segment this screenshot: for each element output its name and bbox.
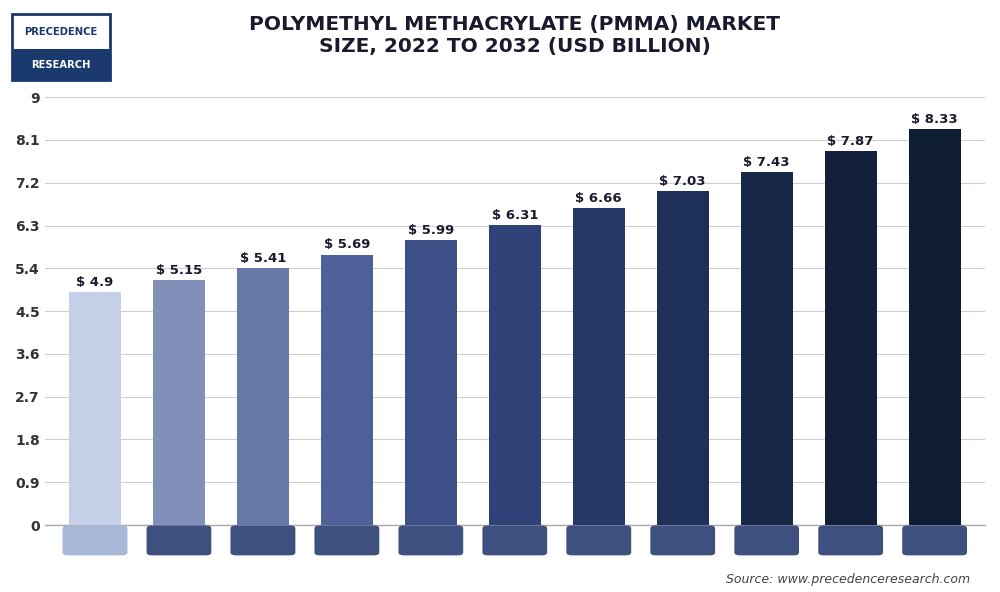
- Text: $ 6.31: $ 6.31: [492, 209, 538, 222]
- Bar: [573, 208, 625, 525]
- Text: $ 5.69: $ 5.69: [324, 238, 370, 251]
- Title: POLYMETHYL METHACRYLATE (PMMA) MARKET
SIZE, 2022 TO 2032 (USD BILLION): POLYMETHYL METHACRYLATE (PMMA) MARKET SI…: [249, 15, 780, 56]
- Bar: [405, 240, 457, 525]
- Text: $ 4.9: $ 4.9: [76, 276, 114, 289]
- Bar: [741, 172, 793, 525]
- Bar: [321, 255, 373, 525]
- Bar: [489, 225, 541, 525]
- Text: $ 8.33: $ 8.33: [911, 112, 958, 126]
- Text: $ 7.43: $ 7.43: [743, 156, 790, 169]
- Text: $ 6.66: $ 6.66: [575, 192, 622, 205]
- Text: RESEARCH: RESEARCH: [31, 60, 91, 70]
- Bar: [237, 268, 289, 525]
- Bar: [909, 129, 961, 525]
- Text: $ 5.15: $ 5.15: [156, 264, 202, 277]
- Bar: [825, 151, 877, 525]
- Text: $ 5.99: $ 5.99: [408, 224, 454, 237]
- Bar: [69, 292, 121, 525]
- Text: PRECEDENCE: PRECEDENCE: [24, 27, 98, 37]
- Bar: [153, 280, 205, 525]
- Bar: [657, 191, 709, 525]
- Text: $ 5.41: $ 5.41: [240, 252, 286, 265]
- Text: $ 7.03: $ 7.03: [659, 175, 706, 188]
- Text: Source: www.precedenceresearch.com: Source: www.precedenceresearch.com: [726, 573, 970, 586]
- Text: $ 7.87: $ 7.87: [827, 134, 874, 147]
